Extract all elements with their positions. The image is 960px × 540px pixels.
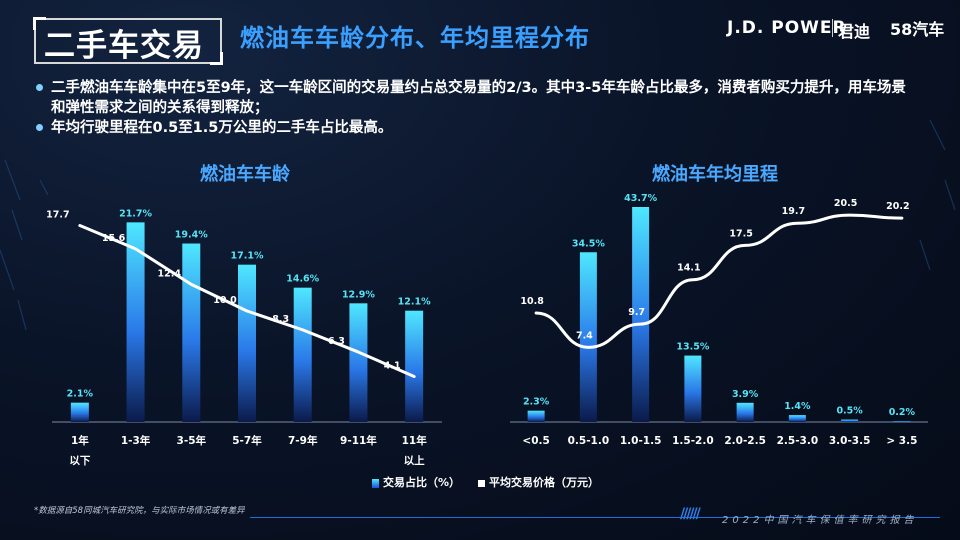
bullet-text: 年均行驶里程在0.5至1.5万公里的二手车占比最高。	[51, 120, 393, 136]
bar	[893, 421, 911, 422]
x-tick-label: 1年	[71, 434, 89, 447]
jundi-logo: 君迪	[838, 22, 871, 41]
line-value-label: 17.5	[729, 228, 752, 239]
legend-price-label: 平均交易价格（万元）	[489, 476, 600, 489]
bar-value-label: 1.4%	[784, 401, 811, 412]
x-tick-label: 1.0-1.5	[620, 435, 662, 447]
x-tick-label: 0.5-1.0	[568, 435, 610, 447]
line-value-label: 4.1	[384, 360, 401, 371]
title-frame	[33, 17, 223, 65]
bullet-item: 年均行驶里程在0.5至1.5万公里的二手车占比最高。	[36, 118, 906, 138]
footer-rule	[250, 517, 940, 518]
line-value-label: 10.8	[520, 296, 544, 307]
legend-item-price: 平均交易价格（万元）	[478, 474, 599, 490]
bar	[632, 206, 650, 422]
x-tick-label: 2.0-2.5	[724, 435, 766, 447]
bar-value-label: 34.5%	[572, 238, 605, 249]
logo-divider	[832, 19, 833, 37]
bar	[788, 415, 806, 422]
bar-value-label: 12.9%	[342, 289, 375, 300]
bar-value-label: 12.1%	[398, 297, 431, 308]
bar	[579, 252, 597, 422]
bar-value-label: 21.7%	[119, 208, 152, 219]
x-tick-label: 9-11年	[340, 434, 377, 447]
data-source-note: *数据源自58同城汽车研究院，与实际市场情况或有差异	[34, 506, 245, 516]
x-tick-label: 11年	[402, 434, 428, 447]
x-tick-label: 1-3年	[121, 434, 151, 447]
chart-title-vehicle-age: 燃油车车龄	[200, 164, 290, 185]
x-tick-label: 3.0-3.5	[829, 435, 871, 447]
x-tick-label: 5-7年	[232, 434, 262, 447]
x-tick-label: 1.5-2.0	[672, 435, 714, 447]
footer-slashes-icon: //////	[680, 506, 701, 522]
chart-legend: 交易占比（%） 平均交易价格（万元）	[372, 474, 599, 490]
bar	[293, 287, 312, 422]
bullet-dot-icon	[36, 124, 43, 131]
bar-value-label: 14.6%	[286, 274, 319, 285]
58-auto-logo: 58汽车	[890, 20, 945, 39]
bar	[238, 264, 256, 422]
x-tick-label: 以上	[404, 454, 425, 467]
bar	[684, 355, 702, 422]
summary-bullets: 二手燃油车车龄集中在5至9年，这一车龄区间的交易量约占总交易量的2/3。其中3-…	[36, 78, 906, 138]
bullet-dot-icon	[36, 84, 43, 91]
price-line	[78, 224, 416, 378]
line-value-label: 6.3	[328, 336, 345, 347]
line-value-label: 10.0	[213, 295, 237, 306]
line-value-label: 20.2	[886, 201, 909, 212]
x-tick-label: > 3.5	[886, 435, 917, 447]
x-tick-label: <0.5	[522, 435, 549, 447]
legend-share-label: 交易占比（%）	[383, 476, 461, 489]
bar-value-label: 3.9%	[732, 389, 759, 400]
x-tick-label: 以下	[69, 455, 90, 467]
chart-title-annual-mileage: 燃油车年均里程	[652, 164, 778, 185]
line-value-label: 20.5	[834, 198, 857, 209]
price-line	[534, 213, 904, 349]
page-subtitle: 燃油车车龄分布、年均里程分布	[240, 24, 590, 52]
report-name: 2022中国汽车保值率研究报告	[722, 515, 918, 526]
bar-value-label: 2.3%	[523, 397, 550, 408]
annual-mileage-chart: 2.3% 34.5% 43.7% 13.5% 3.9% 1.4% 0.5% 0.2% <0.5 0…	[510, 193, 928, 447]
bar-value-label: 43.7%	[624, 193, 657, 204]
bar	[70, 402, 89, 422]
bar	[841, 419, 859, 422]
line-value-label: 14.1	[677, 263, 700, 274]
bar	[736, 402, 754, 422]
line-value-label: 8.3	[272, 314, 289, 325]
x-tick-label: 3-5年	[177, 434, 207, 447]
line-value-label: 17.7	[46, 210, 69, 221]
x-tick-label: 2.5-3.0	[777, 435, 819, 447]
bullet-text: 二手燃油车车龄集中在5至9年，这一车龄区间的交易量约占总交易量的2/3。其中3-…	[51, 80, 906, 116]
bar	[349, 303, 368, 422]
line-value-label: 12.4	[158, 268, 182, 279]
page-title: 二手车交易	[44, 28, 204, 64]
line-value-label: 9.7	[628, 307, 645, 318]
bar-value-label: 17.1%	[231, 251, 264, 262]
line-value-label: 19.7	[782, 206, 805, 217]
bar	[405, 310, 424, 422]
bar	[527, 410, 545, 422]
bullet-item: 二手燃油车车龄集中在5至9年，这一车龄区间的交易量约占总交易量的2/3。其中3-…	[36, 78, 906, 118]
x-tick-label: 7-9年	[288, 434, 318, 447]
legend-line-swatch-icon	[478, 479, 486, 487]
bar-value-label: 2.1%	[67, 389, 94, 400]
bar	[126, 222, 145, 422]
line-value-label: 7.4	[576, 330, 593, 341]
bar-value-label: 0.2%	[889, 407, 916, 418]
bar-value-label: 0.5%	[836, 406, 863, 417]
bar	[182, 243, 201, 422]
line-value-label: 15.6	[102, 233, 126, 244]
bar-value-label: 13.5%	[676, 342, 709, 353]
jdpower-logo: J.D. POWER	[727, 18, 847, 38]
legend-bar-swatch-icon	[372, 478, 379, 488]
bar-value-label: 19.4%	[175, 230, 208, 241]
legend-item-share: 交易占比（%）	[372, 474, 460, 490]
